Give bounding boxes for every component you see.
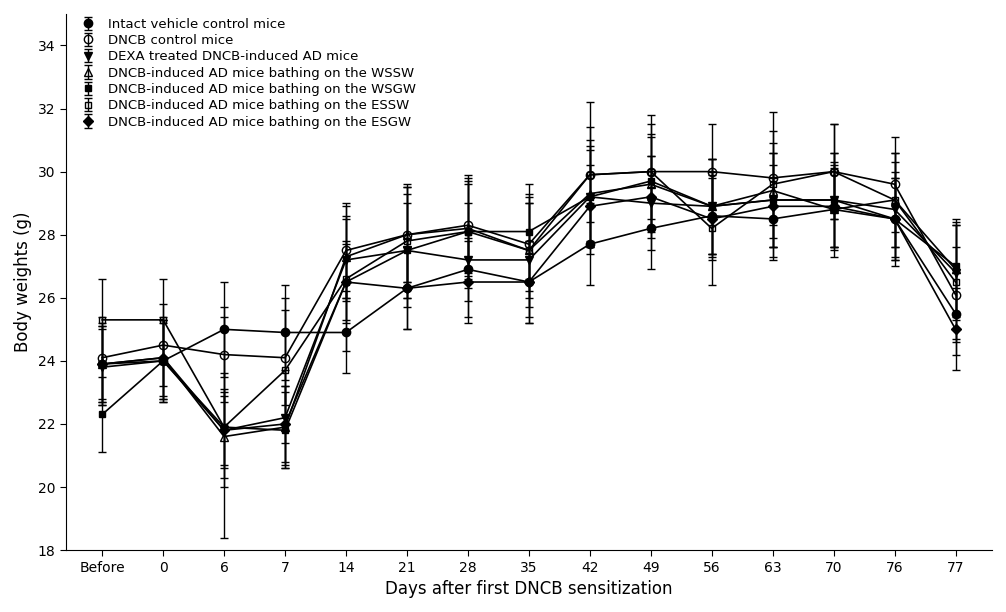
Y-axis label: Body weights (g): Body weights (g) — [14, 212, 32, 353]
X-axis label: Days after first DNCB sensitization: Days after first DNCB sensitization — [385, 580, 673, 598]
Legend: Intact vehicle control mice, DNCB control mice, DEXA treated DNCB-induced AD mic: Intact vehicle control mice, DNCB contro… — [72, 15, 418, 131]
